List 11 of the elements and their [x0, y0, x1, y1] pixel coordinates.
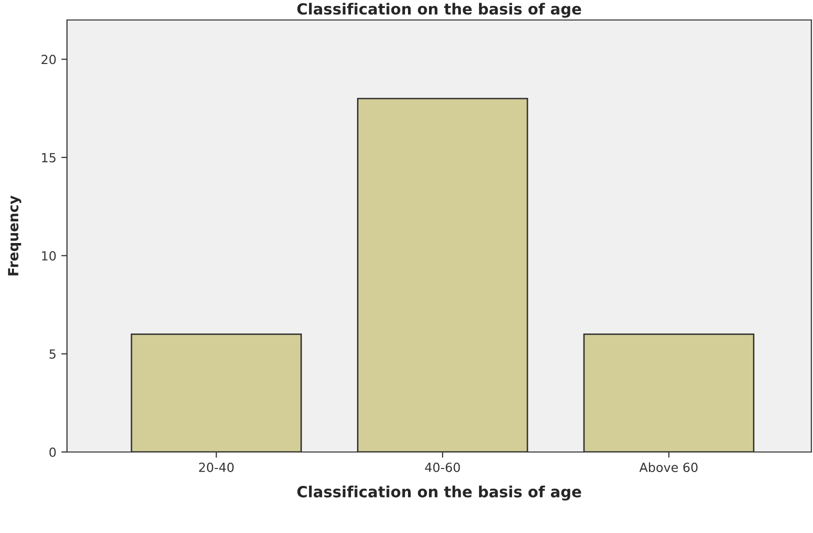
- y-tick-label: 15: [42, 153, 56, 162]
- y-tick-label: 20: [42, 54, 56, 64]
- y-tick-label: 5: [50, 349, 56, 359]
- y-tick-label: 10: [42, 251, 56, 261]
- x-tick-label: 40-60: [425, 462, 460, 472]
- y-axis-title: Frequency: [8, 196, 22, 276]
- x-tick-label: 20-40: [199, 462, 234, 472]
- y-tick-label: 0: [49, 447, 56, 457]
- x-axis-title: Classification on the basis of age: [297, 486, 582, 501]
- chart-title: Classification on the basis of age: [297, 2, 582, 18]
- x-tick-label: Above 60: [639, 462, 698, 472]
